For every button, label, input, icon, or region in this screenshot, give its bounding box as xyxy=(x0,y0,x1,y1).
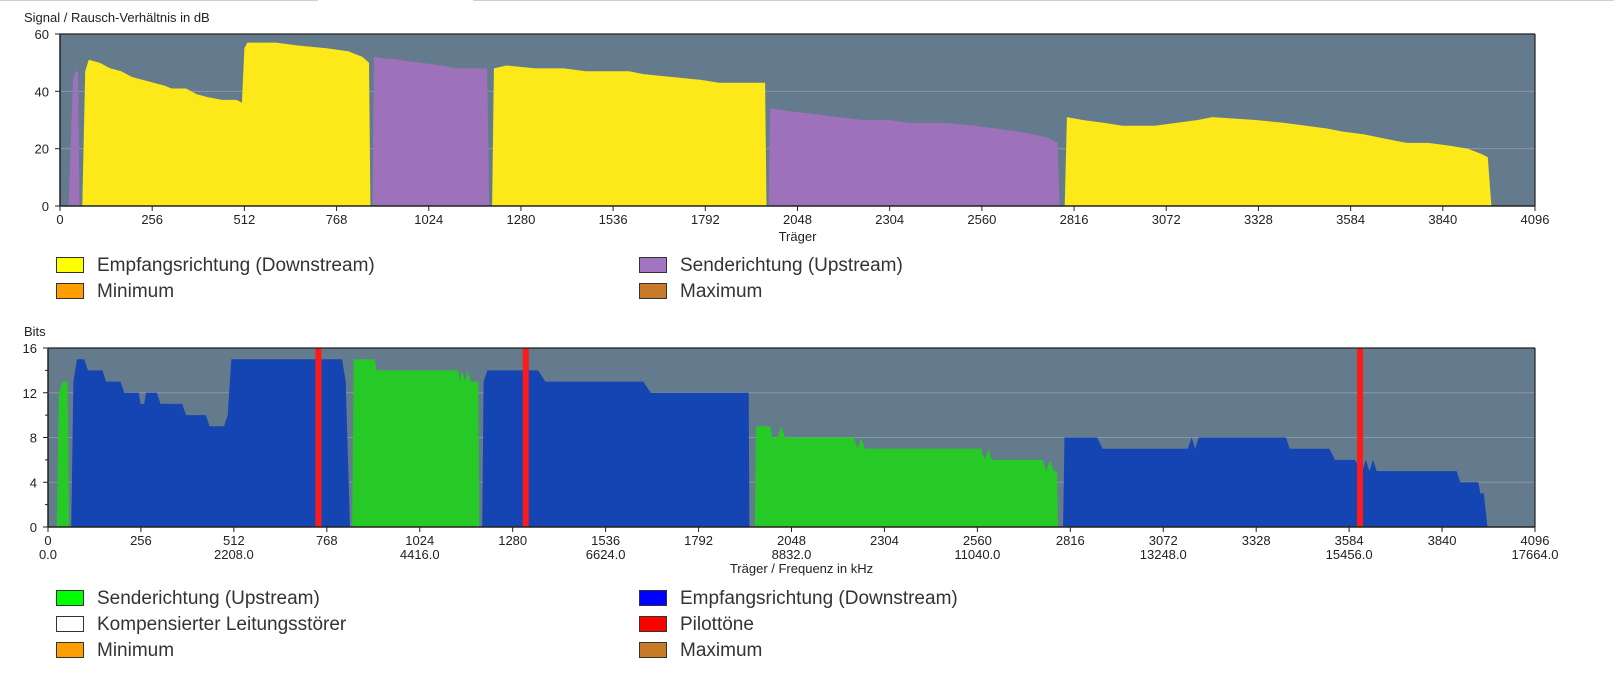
freq-tick-label: 0.0 xyxy=(39,547,57,562)
legend-swatch-compensated-interference xyxy=(56,616,84,632)
x-tick-label: 1536 xyxy=(599,212,628,227)
y-tick-label: 0 xyxy=(30,520,37,535)
legend-label: Minimum xyxy=(97,281,175,302)
legend-label: Kompensierter Leitungsstörer xyxy=(97,614,347,635)
series-area-1 xyxy=(68,71,80,206)
y-tick-label: 60 xyxy=(35,27,49,42)
series-area-2 xyxy=(71,359,350,527)
series-area-3 xyxy=(372,56,490,207)
legend-swatch-downstream xyxy=(56,257,84,273)
x-tick-label: 768 xyxy=(326,212,348,227)
series-area-5 xyxy=(754,426,1058,527)
series-area-1 xyxy=(56,381,70,527)
legend-label: Senderichtung (Upstream) xyxy=(97,588,320,609)
x-tick-label: 1792 xyxy=(684,533,713,548)
series-area-4 xyxy=(492,65,767,206)
series-area-6 xyxy=(1064,117,1492,206)
x-tick-label: 256 xyxy=(130,533,152,548)
y-tick-label: 0 xyxy=(42,199,49,214)
legend-label: Maximum xyxy=(680,281,763,302)
x-tick-label: 512 xyxy=(223,533,245,548)
y-tick-label: 8 xyxy=(30,431,37,446)
x-tick-label: 3840 xyxy=(1428,212,1457,227)
series-area-6 xyxy=(1063,437,1488,527)
series-area-5 xyxy=(768,108,1060,206)
pilot-tone-3 xyxy=(1357,348,1364,527)
x-axis-label: Träger / Frequenz in kHz xyxy=(730,561,873,576)
top-tab-gap xyxy=(318,0,473,2)
x-tick-label: 4096 xyxy=(1521,533,1550,548)
x-tick-label: 1024 xyxy=(405,533,434,548)
legend-swatch-downstream xyxy=(639,590,667,606)
freq-tick-label: 11040.0 xyxy=(954,547,1000,562)
x-tick-label: 1280 xyxy=(506,212,535,227)
legend-swatch-upstream xyxy=(639,257,667,273)
freq-tick-label: 17664.0 xyxy=(1512,547,1559,562)
legend-swatch-maximum xyxy=(639,283,667,299)
freq-tick-label: 15456.0 xyxy=(1326,547,1373,562)
y-axis-label: Bits xyxy=(24,324,46,339)
legend-swatch-minimum xyxy=(56,642,84,658)
x-tick-label: 2304 xyxy=(875,212,904,227)
x-tick-label: 2048 xyxy=(777,533,806,548)
x-tick-label: 3072 xyxy=(1152,212,1181,227)
x-tick-label: 1792 xyxy=(691,212,720,227)
x-tick-label: 0 xyxy=(44,533,51,548)
series-area-2 xyxy=(82,42,371,206)
x-tick-label: 2304 xyxy=(870,533,899,548)
legend-label: Pilottöne xyxy=(680,614,754,635)
x-tick-label: 4096 xyxy=(1521,212,1550,227)
x-tick-label: 2560 xyxy=(963,533,992,548)
x-tick-label: 3072 xyxy=(1149,533,1178,548)
x-tick-label: 3584 xyxy=(1336,212,1365,227)
y-tick-label: 20 xyxy=(35,142,49,157)
series-area-3 xyxy=(352,359,480,527)
bits-legend: Senderichtung (Upstream) Empfangsrichtun… xyxy=(56,588,1556,668)
legend-swatch-maximum xyxy=(639,642,667,658)
y-axis-label: Signal / Rausch-Verhältnis in dB xyxy=(24,10,210,25)
x-tick-label: 1280 xyxy=(498,533,527,548)
x-tick-label: 0 xyxy=(56,212,63,227)
x-tick-label: 2816 xyxy=(1060,212,1089,227)
legend-swatch-minimum xyxy=(56,283,84,299)
pilot-tone-2 xyxy=(522,348,529,527)
y-tick-label: 4 xyxy=(30,475,37,490)
x-axis-label: Träger xyxy=(779,229,817,244)
freq-tick-label: 13248.0 xyxy=(1140,547,1187,562)
x-tick-label: 2048 xyxy=(783,212,812,227)
snr-legend: Empfangsrichtung (Downstream) Sendericht… xyxy=(56,255,1556,305)
pilot-tone-1 xyxy=(315,348,322,527)
legend-label: Empfangsrichtung (Downstream) xyxy=(97,255,375,276)
x-tick-label: 2816 xyxy=(1056,533,1085,548)
x-tick-label: 3328 xyxy=(1244,212,1273,227)
legend-label: Maximum xyxy=(680,640,763,661)
x-tick-label: 2560 xyxy=(967,212,996,227)
freq-tick-label: 4416.0 xyxy=(400,547,440,562)
legend-label: Senderichtung (Upstream) xyxy=(680,255,903,276)
x-tick-label: 512 xyxy=(234,212,256,227)
x-tick-label: 768 xyxy=(316,533,338,548)
legend-label: Minimum xyxy=(97,640,175,661)
freq-tick-label: 8832.0 xyxy=(772,547,812,562)
series-area-4 xyxy=(482,370,750,527)
x-tick-label: 3584 xyxy=(1335,533,1364,548)
legend-swatch-pilot-tones xyxy=(639,616,667,632)
x-tick-label: 1536 xyxy=(591,533,620,548)
freq-tick-label: 6624.0 xyxy=(586,547,626,562)
top-divider xyxy=(0,0,1614,1)
y-tick-label: 40 xyxy=(35,84,49,99)
x-tick-label: 3840 xyxy=(1428,533,1457,548)
x-tick-label: 256 xyxy=(141,212,163,227)
freq-tick-label: 2208.0 xyxy=(214,547,254,562)
x-tick-label: 1024 xyxy=(414,212,443,227)
x-tick-label: 3328 xyxy=(1242,533,1271,548)
legend-swatch-upstream xyxy=(56,590,84,606)
legend-label: Empfangsrichtung (Downstream) xyxy=(680,588,958,609)
y-tick-label: 16 xyxy=(23,341,37,356)
y-tick-label: 12 xyxy=(23,386,37,401)
